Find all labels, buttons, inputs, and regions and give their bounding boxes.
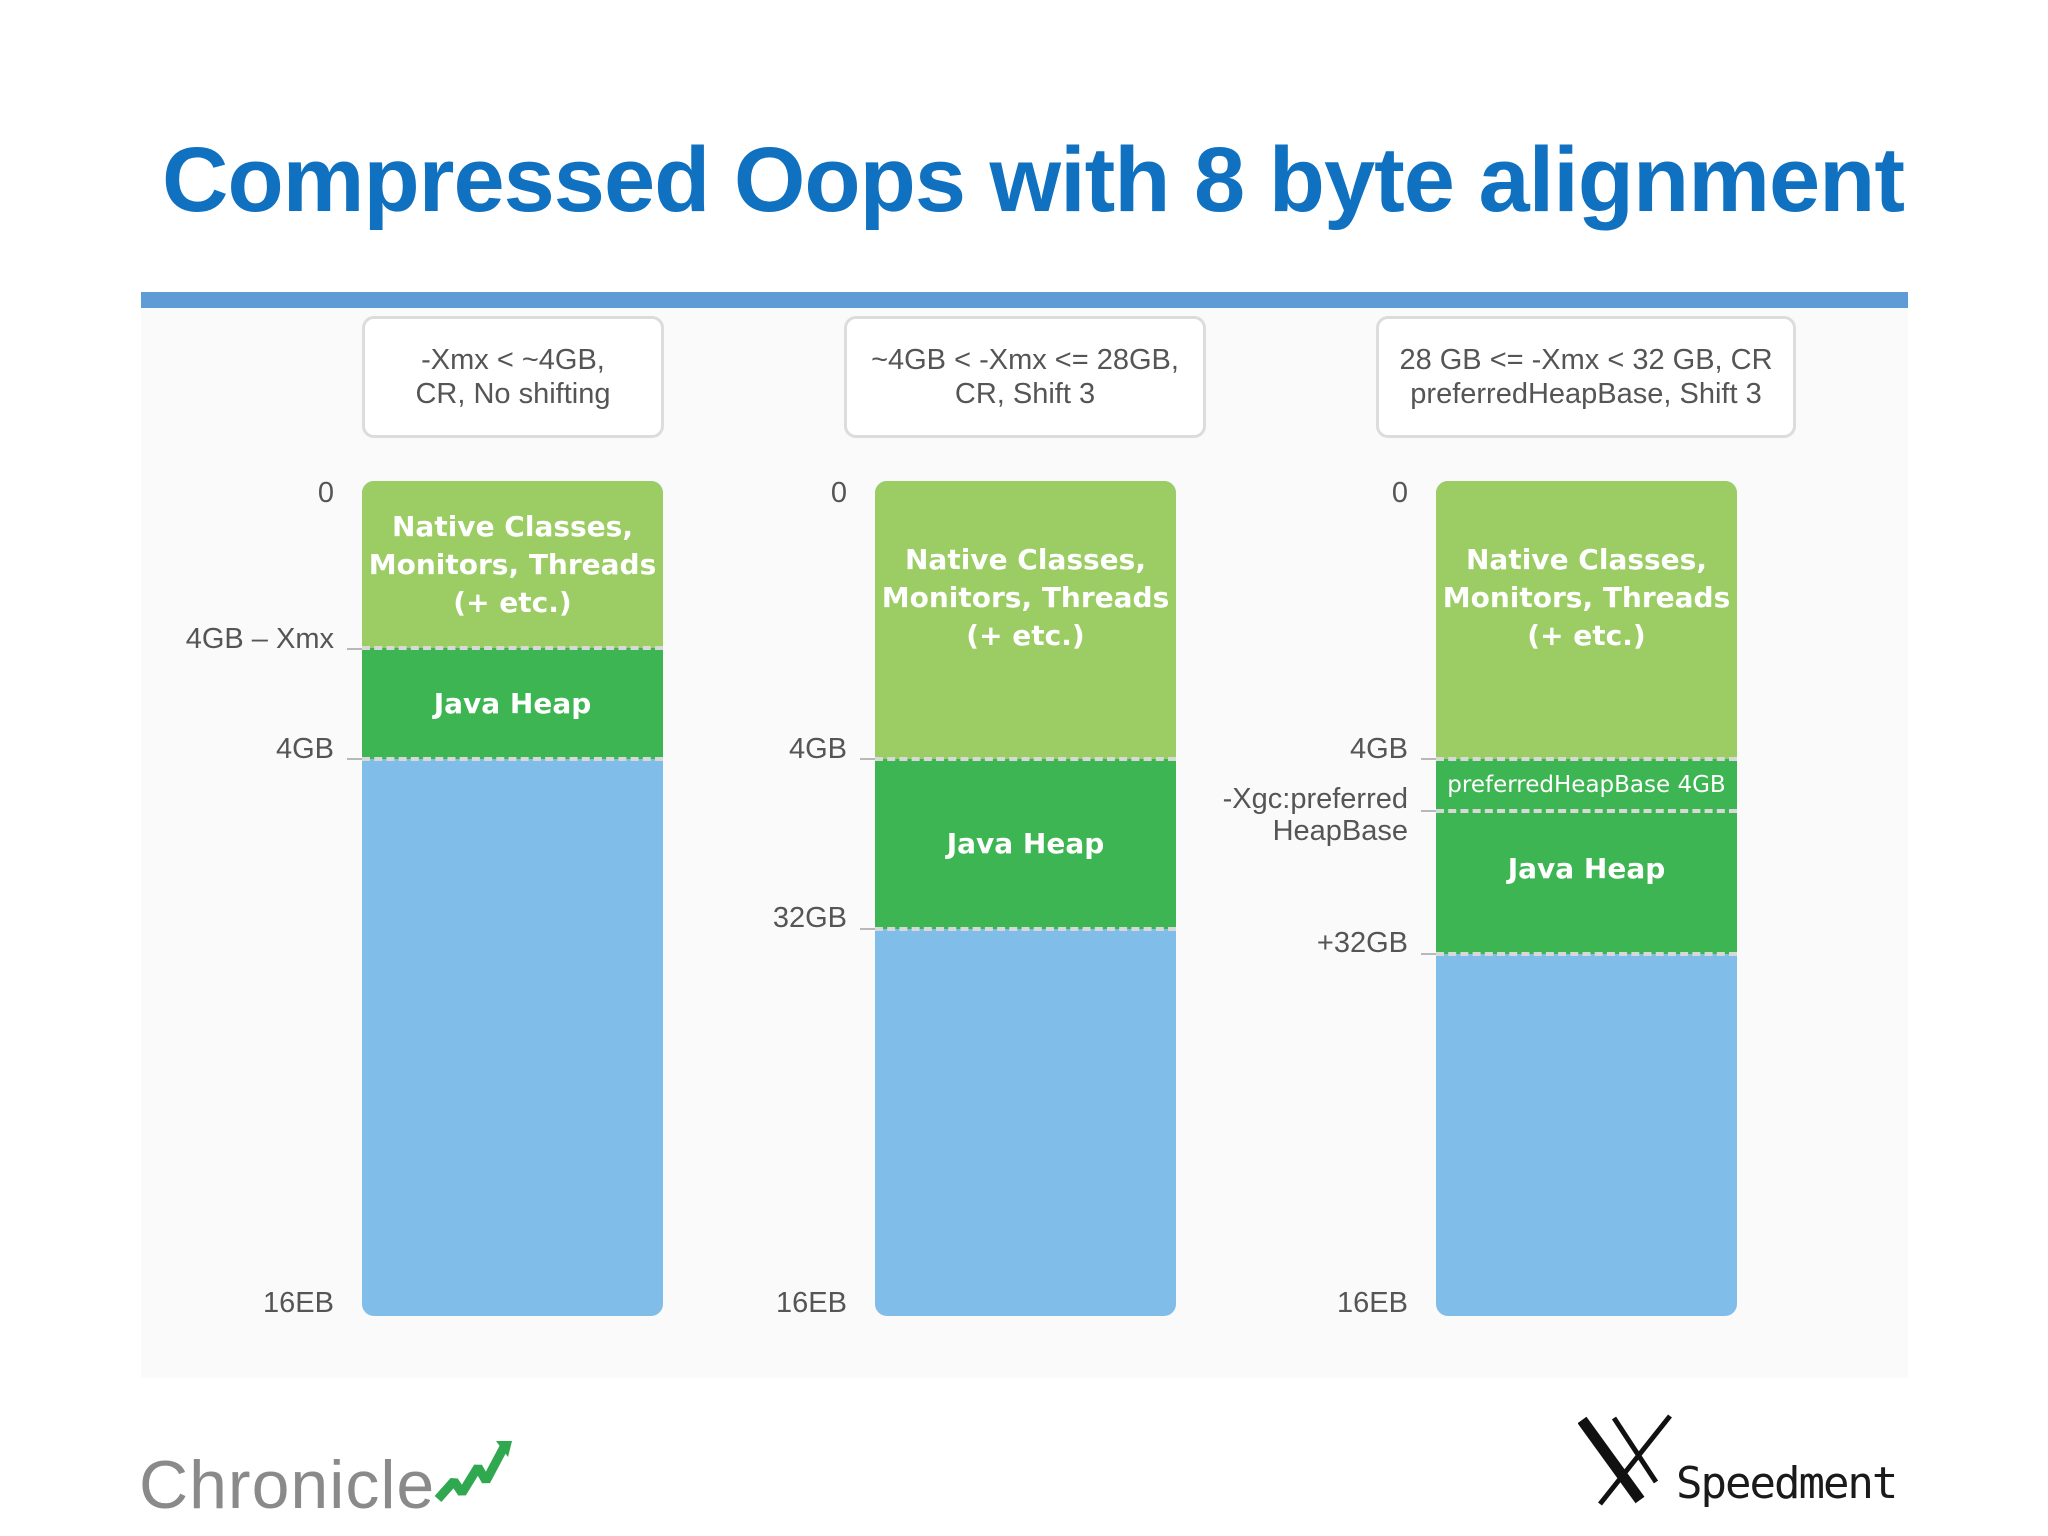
native-label-line-3: (+ etc.) xyxy=(1527,619,1646,652)
boundary-line xyxy=(875,757,1176,761)
native-label-line-3: (+ etc.) xyxy=(966,619,1085,652)
native-segment: Native Classes, Monitors, Threads (+ etc… xyxy=(1436,481,1737,759)
speedment-logo: Speedment xyxy=(1676,1458,1898,1509)
native-label-line-2: Monitors, Threads xyxy=(881,581,1170,614)
java-heap-segment: Java Heap xyxy=(1436,811,1737,954)
axis-label-xgc-preferred-heap-base: -Xgc:preferred HeapBase xyxy=(1223,783,1408,847)
java-heap-label: Java Heap xyxy=(946,827,1105,860)
native-label-line-3: (+ etc.) xyxy=(453,585,572,619)
column-2-memory-bar: Native Classes, Monitors, Threads (+ etc… xyxy=(875,481,1176,1316)
axis-label-4gb: 4GB xyxy=(788,733,847,765)
boundary-line xyxy=(1436,952,1737,956)
speedment-x-icon xyxy=(1578,1414,1672,1506)
column-1-memory-bar: Native Classes, Monitors, Threads (+ etc… xyxy=(362,481,663,1316)
axis-label-4gb: 4GB xyxy=(1349,733,1408,765)
java-heap-segment: Java Heap xyxy=(362,648,663,759)
boundary-line xyxy=(1436,809,1737,813)
tick xyxy=(860,928,875,930)
title-underline xyxy=(141,292,1908,308)
preferred-heap-base-label: preferredHeapBase 4GB xyxy=(1447,772,1726,798)
axis-label-4gb-minus-xmx: 4GB – Xmx xyxy=(185,623,334,655)
tick xyxy=(347,758,362,760)
native-label-line-1: Native Classes, xyxy=(392,509,633,543)
column-2-header: ~4GB < -Xmx <= 28GB, CR, Shift 3 xyxy=(844,316,1206,438)
column-2-header-line-2: CR, Shift 3 xyxy=(954,378,1096,410)
native-label-line-1: Native Classes, xyxy=(1466,543,1707,576)
tick xyxy=(860,758,875,760)
java-heap-label: Java Heap xyxy=(1507,851,1666,885)
native-segment: Native Classes, Monitors, Threads (+ etc… xyxy=(875,481,1176,759)
chronicle-chart-icon xyxy=(434,1441,512,1502)
axis-label-xgc-line-2: HeapBase xyxy=(1272,815,1408,847)
column-2-header-line-1: ~4GB < -Xmx <= 28GB, xyxy=(871,344,1179,376)
boundary-line xyxy=(1436,757,1737,761)
java-heap-label: Java Heap xyxy=(433,686,592,720)
axis-label-plus-32gb: +32GB xyxy=(1316,927,1408,959)
boundary-line xyxy=(362,646,663,650)
tick xyxy=(347,648,362,650)
tick xyxy=(1421,758,1436,760)
native-label-line-2: Monitors, Threads xyxy=(1442,581,1731,614)
page-title: Compressed Oops with 8 byte alignment xyxy=(162,129,1905,231)
axis-label-0: 0 xyxy=(317,477,334,509)
column-3-memory-bar: Native Classes, Monitors, Threads (+ etc… xyxy=(1436,481,1737,1316)
axis-label-16eb: 16EB xyxy=(263,1287,334,1319)
tick xyxy=(1421,953,1436,955)
column-3-header-line-2: preferredHeapBase, Shift 3 xyxy=(1410,378,1762,410)
native-label-line-2: Monitors, Threads xyxy=(368,547,657,581)
column-1-header-line-2: CR, No shifting xyxy=(415,378,611,410)
column-3-header: 28 GB <= -Xmx < 32 GB, CR preferredHeapB… xyxy=(1376,316,1796,438)
java-heap-segment: Java Heap xyxy=(875,759,1176,929)
axis-label-0: 0 xyxy=(1391,477,1408,509)
native-segment: Native Classes, Monitors, Threads (+ etc… xyxy=(362,481,663,648)
chronicle-logo-text: Chronicle xyxy=(139,1447,436,1523)
axis-label-xgc-line-1: -Xgc:preferred xyxy=(1222,783,1408,815)
column-3-header-line-1: 28 GB <= -Xmx < 32 GB, CR xyxy=(1399,344,1773,376)
tick xyxy=(1421,810,1436,812)
boundary-line xyxy=(875,927,1176,931)
speedment-logo-text: Speedment xyxy=(1676,1458,1898,1509)
boundary-line xyxy=(362,757,663,761)
axis-label-0: 0 xyxy=(830,477,847,509)
native-label-line-1: Native Classes, xyxy=(905,543,1146,576)
axis-label-4gb: 4GB xyxy=(275,733,334,765)
chronicle-logo: Chronicle xyxy=(139,1446,435,1524)
axis-label-16eb: 16EB xyxy=(1337,1287,1408,1319)
column-1-header-line-1: -Xmx < ~4GB, xyxy=(421,344,605,376)
axis-label-16eb: 16EB xyxy=(776,1287,847,1319)
column-1-header: -Xmx < ~4GB, CR, No shifting xyxy=(362,316,664,438)
preferred-heap-base-segment: preferredHeapBase 4GB xyxy=(1436,759,1737,811)
axis-label-32gb: 32GB xyxy=(772,902,847,934)
